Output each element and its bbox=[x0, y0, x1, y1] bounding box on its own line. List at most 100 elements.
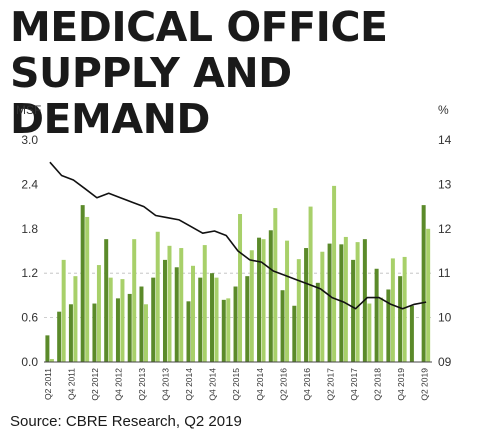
bar-demand bbox=[143, 304, 148, 362]
bar-supply bbox=[268, 230, 273, 362]
trend-line bbox=[49, 161, 427, 310]
bar-demand bbox=[85, 216, 90, 362]
bar-supply bbox=[68, 304, 73, 362]
bar-demand bbox=[367, 303, 372, 362]
right-axis-ticks: 09 10 11 12 13 14 bbox=[438, 133, 452, 369]
bar-supply bbox=[139, 286, 144, 362]
bar-demand bbox=[238, 214, 243, 362]
left-tick-label: 2.4 bbox=[21, 177, 38, 191]
x-tick-label: Q4 2013 bbox=[161, 368, 171, 401]
bar-supply bbox=[304, 248, 309, 362]
x-tick-label: Q2 2018 bbox=[372, 368, 382, 401]
bar-demand bbox=[73, 276, 78, 362]
bar-demand bbox=[390, 258, 395, 362]
right-tick-label: 10 bbox=[438, 311, 452, 325]
bar-demand bbox=[402, 256, 407, 362]
bar-supply bbox=[151, 277, 156, 362]
bar-supply bbox=[221, 299, 226, 362]
bar-supply bbox=[45, 335, 50, 362]
bar-demand bbox=[167, 245, 172, 362]
bar-demand bbox=[120, 279, 125, 362]
right-tick-label: 13 bbox=[438, 177, 452, 191]
bar-demand bbox=[61, 259, 66, 362]
bar-supply bbox=[339, 244, 344, 362]
bar-demand bbox=[108, 277, 113, 362]
right-tick-label: 11 bbox=[438, 266, 451, 280]
bar-supply bbox=[92, 303, 97, 362]
bar-supply bbox=[280, 290, 285, 362]
bar-supply bbox=[421, 205, 426, 362]
bar-supply bbox=[198, 277, 203, 362]
bar-demand bbox=[179, 248, 184, 362]
bar-supply bbox=[57, 311, 62, 362]
bar-demand bbox=[249, 250, 254, 362]
bar-demand bbox=[320, 251, 325, 362]
x-tick-label: Q2 2014 bbox=[184, 368, 194, 401]
x-tick-label: Q4 2012 bbox=[114, 368, 124, 401]
bar-supply bbox=[127, 293, 132, 362]
bar-demand bbox=[202, 245, 207, 362]
bar-demand bbox=[214, 277, 219, 362]
source-note: Source: CBRE Research, Q2 2019 bbox=[10, 413, 242, 430]
x-tick-label: Q4 2017 bbox=[349, 368, 359, 401]
left-tick-label: 0.0 bbox=[21, 355, 38, 369]
x-tick-label: Q2 2015 bbox=[231, 368, 241, 401]
bar-supply bbox=[351, 259, 356, 362]
chart-title-line-1: MEDICAL OFFICE bbox=[10, 3, 388, 51]
x-tick-label: Q4 2014 bbox=[208, 368, 218, 401]
bar-demand bbox=[261, 239, 266, 362]
bar-supply bbox=[186, 301, 191, 362]
bar-demand bbox=[426, 228, 431, 362]
bar-supply bbox=[398, 276, 403, 362]
right-axis-label: % bbox=[438, 103, 449, 117]
bar-supply bbox=[210, 273, 215, 362]
x-tick-label: Q2 2016 bbox=[278, 368, 288, 401]
bar-supply bbox=[245, 276, 250, 362]
x-axis-ticks: Q2 2011 Q4 2011 Q2 2012 Q4 2012 Q2 2013 Q4 20… bbox=[43, 368, 429, 401]
left-tick-label: 1.8 bbox=[21, 222, 38, 236]
bar-supply bbox=[409, 305, 414, 362]
right-tick-label: 09 bbox=[438, 355, 452, 369]
bar-demand bbox=[296, 259, 301, 362]
bar-supply bbox=[115, 298, 120, 362]
x-tick-label: Q2 2017 bbox=[325, 368, 335, 401]
chart-title: MEDICAL OFFICE SUPPLY AND DEMAND bbox=[10, 4, 480, 142]
left-tick-label: 3.0 bbox=[21, 133, 38, 147]
bar-demand bbox=[273, 208, 278, 362]
x-tick-label: Q4 2016 bbox=[302, 368, 312, 401]
bar-demand bbox=[49, 359, 54, 362]
bar-supply bbox=[162, 259, 167, 362]
bar-supply bbox=[292, 305, 297, 362]
x-tick-label: Q2 2012 bbox=[90, 368, 100, 401]
bar-demand bbox=[96, 265, 101, 362]
supply-demand-chart: MSF % 0.0 0.6 1.2 1.8 2.4 3.0 09 10 11 12 13 14 Q2… bbox=[16, 103, 452, 401]
bar-demand bbox=[132, 239, 137, 362]
bar-demand bbox=[355, 242, 360, 362]
grid-lines bbox=[44, 272, 432, 319]
x-tick-label: Q2 2019 bbox=[419, 368, 429, 401]
bar-demand bbox=[190, 265, 195, 362]
x-tick-label: Q2 2011 bbox=[43, 368, 53, 400]
left-axis-ticks: 0.0 0.6 1.2 1.8 2.4 3.0 bbox=[21, 133, 38, 369]
bar-supply bbox=[174, 267, 179, 362]
bar-series bbox=[45, 185, 431, 362]
bar-supply bbox=[80, 205, 85, 362]
bar-supply bbox=[386, 289, 391, 362]
bar-supply bbox=[374, 268, 379, 362]
bar-supply bbox=[315, 282, 320, 362]
bar-demand bbox=[332, 185, 337, 362]
left-tick-label: 1.2 bbox=[21, 266, 38, 280]
bar-demand bbox=[285, 240, 290, 362]
chart-title-line-2: SUPPLY AND DEMAND bbox=[10, 49, 292, 143]
trend-line-series bbox=[49, 161, 427, 310]
x-tick-label: Q4 2019 bbox=[396, 368, 406, 401]
right-tick-label: 12 bbox=[438, 222, 452, 236]
bar-demand bbox=[343, 236, 348, 362]
x-tick-label: Q4 2011 bbox=[67, 368, 77, 400]
bar-demand bbox=[155, 231, 160, 362]
left-axis-label: MSF bbox=[16, 103, 41, 117]
bar-supply bbox=[233, 286, 238, 362]
bar-supply bbox=[104, 239, 109, 362]
bar-demand bbox=[226, 298, 231, 362]
left-tick-label: 0.6 bbox=[21, 311, 38, 325]
